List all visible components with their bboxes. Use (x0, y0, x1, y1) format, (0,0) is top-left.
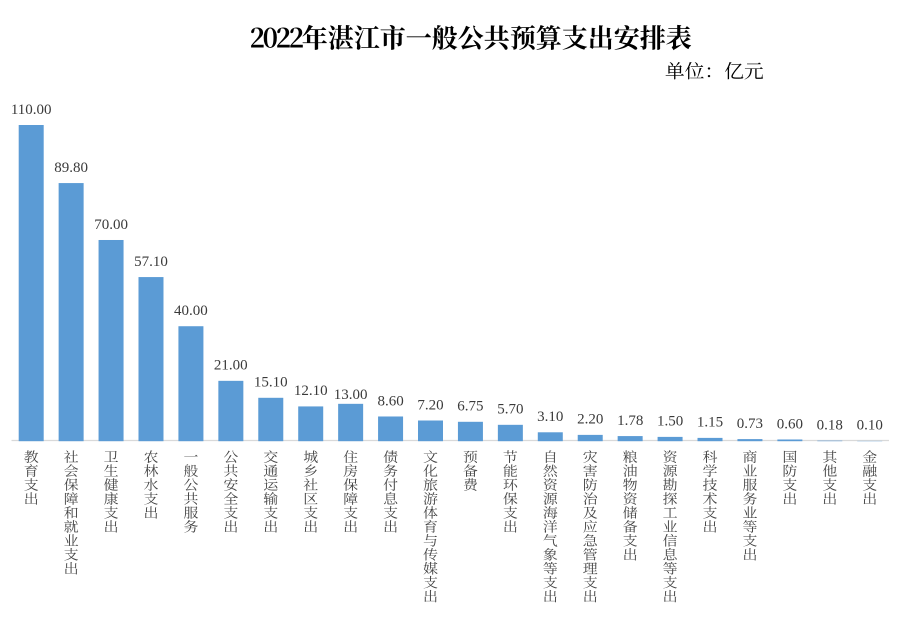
svg-text:6.75: 6.75 (457, 399, 483, 415)
svg-text:57.10: 57.10 (134, 254, 168, 270)
svg-text:40.00: 40.00 (174, 303, 208, 319)
svg-text:1.15: 1.15 (697, 415, 723, 431)
svg-text:8.60: 8.60 (377, 393, 403, 409)
svg-text:3.10: 3.10 (537, 409, 563, 425)
svg-text:12.10: 12.10 (294, 383, 328, 399)
svg-text:2.20: 2.20 (577, 412, 603, 428)
svg-text:15.10: 15.10 (254, 375, 288, 391)
svg-text:21.00: 21.00 (214, 358, 248, 374)
svg-text:7.20: 7.20 (417, 397, 443, 413)
svg-text:110.00: 110.00 (11, 102, 52, 118)
svg-text:0.73: 0.73 (737, 416, 763, 432)
svg-text:0.18: 0.18 (817, 418, 843, 434)
svg-text:5.70: 5.70 (497, 402, 523, 418)
svg-text:89.80: 89.80 (54, 160, 88, 176)
svg-text:1.50: 1.50 (657, 414, 683, 430)
svg-text:70.00: 70.00 (94, 217, 128, 233)
svg-text:0.60: 0.60 (777, 416, 803, 432)
svg-text:1.78: 1.78 (617, 413, 643, 429)
svg-text:13.00: 13.00 (334, 387, 368, 403)
svg-text:0.10: 0.10 (857, 418, 883, 434)
